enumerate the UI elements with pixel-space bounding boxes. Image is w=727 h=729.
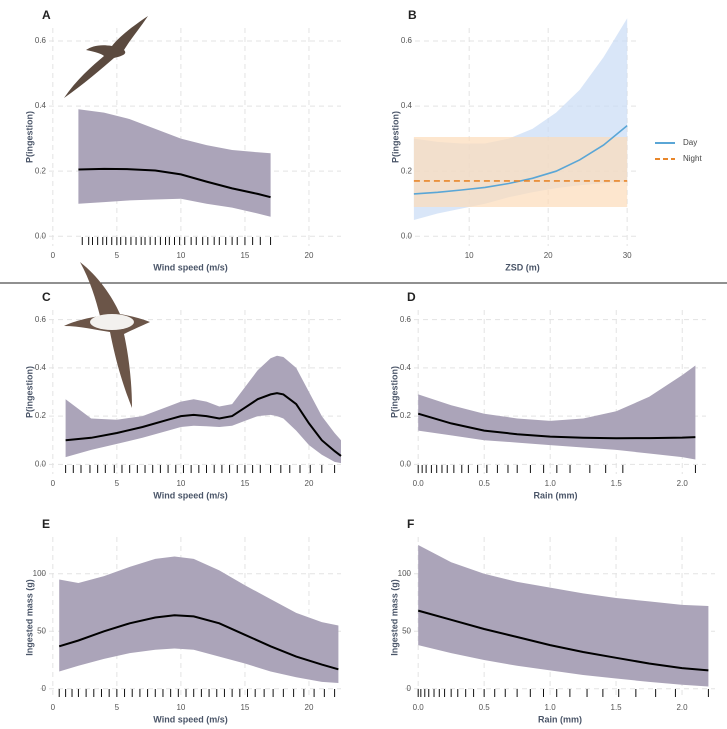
confidence-band [65,355,341,464]
x-tick-label: 2.0 [677,479,689,488]
x-tick-label: 15 [240,251,249,260]
x-tick-label: 0 [51,703,56,712]
y-tick-label: 100 [33,569,47,578]
panel: C 0.0 0.2 0.4 0.6 0 5 10 15 20 Wind speed (m/s) P(i… [24,290,342,500]
bird-illustration-a [64,16,148,98]
panel: F 0 50 100 0.0 0.5 1.0 1.5 2.0 Rain (mm) Ingested … [389,517,715,724]
panel-letter: F [407,517,414,531]
x-tick-label: 20 [544,251,553,260]
fit-line [417,609,709,672]
x-axis-title: ZSD (m) [505,262,540,272]
x-tick-label: 0 [51,479,56,488]
panel-letter: E [42,517,50,531]
x-tick-label: 30 [623,251,632,260]
x-tick-label: 0.0 [413,703,425,712]
x-tick-label: 5 [115,251,120,260]
y-tick-label: 0.2 [35,411,47,420]
x-tick-label: 1.0 [545,703,557,712]
y-axis-title: P(ingestion) [390,111,400,163]
x-tick-label: 15 [240,479,249,488]
panel-letter: B [408,8,417,22]
panel-letter: A [42,8,51,22]
y-tick-label: 0.2 [400,411,412,420]
bird-illustration-c [64,262,150,408]
legend-label: Night [683,154,702,163]
y-tick-label: 0.4 [35,101,47,110]
y-tick-label: 0.0 [401,231,413,240]
x-tick-label: 0.5 [479,703,491,712]
y-tick-label: 0.0 [35,231,47,240]
x-tick-label: 5 [115,479,120,488]
y-tick-label: 0.0 [35,459,47,468]
y-axis-title: Ingested mass (g) [24,579,34,656]
x-tick-label: 10 [176,251,185,260]
x-axis-title: Rain (mm) [538,714,582,724]
x-tick-label: 15 [240,703,249,712]
panel: E 0 50 100 0 5 10 15 20 Wind speed (m/s) Ingested … [24,517,341,724]
fit-line [78,167,271,199]
x-tick-label: 10 [176,703,185,712]
x-axis-title: Wind speed (m/s) [153,714,227,724]
panel-letter: C [42,290,51,304]
x-tick-label: 0.5 [479,479,491,488]
x-tick-label: 10 [465,251,474,260]
y-tick-label: 50 [402,626,411,635]
y-tick-label: 0.6 [35,36,47,45]
fit-line [58,614,339,671]
y-tick-label: 0.4 [401,101,413,110]
y-tick-label: 0.0 [400,459,412,468]
panel: B 0.0 0.2 0.4 0.6 10 20 30 ZSD (m) P(ingestion) Da… [390,8,702,272]
x-tick-label: 20 [305,479,314,488]
confidence-band [418,365,696,460]
y-tick-label: 50 [37,626,46,635]
y-tick-label: 0.4 [35,363,47,372]
x-tick-label: 1.5 [611,479,623,488]
panel: A 0.0 0.2 0.4 0.6 0 5 10 15 20 Wind speed (m/s) P(i… [24,8,341,272]
x-axis-title: Wind speed (m/s) [153,490,227,500]
fit-line [413,124,628,195]
x-tick-label: 0.0 [413,479,425,488]
y-tick-label: 0.6 [400,315,412,324]
y-axis-title: P(ingestion) [24,366,34,418]
x-tick-label: 2.0 [676,703,688,712]
y-axis-title: P(ingestion) [24,111,34,163]
y-tick-label: 0.4 [400,363,412,372]
y-tick-label: 0.2 [401,166,413,175]
x-axis-title: Wind speed (m/s) [153,262,227,272]
confidence-band [59,556,339,683]
y-tick-label: 0.2 [35,166,47,175]
fit-line [417,412,696,440]
panels: A 0.0 0.2 0.4 0.6 0 5 10 15 20 Wind speed (m/s) P(i… [24,8,715,724]
x-tick-label: 1.0 [545,479,557,488]
y-tick-label: 0 [42,684,47,693]
fit-line [65,392,342,457]
y-tick-label: 100 [398,569,412,578]
x-tick-label: 20 [305,703,314,712]
confidence-band [78,109,271,217]
x-axis-title: Rain (mm) [533,490,577,500]
x-tick-label: 10 [176,479,185,488]
y-tick-label: 0.6 [35,315,47,324]
panel: D 0.0 0.2 0.4 0.6 0.0 0.5 1.0 1.5 2.0 Rain (mm) P(i… [389,290,706,500]
x-tick-label: 20 [305,251,314,260]
y-axis-title: P(ingestion) [389,366,399,418]
x-tick-label: 5 [115,703,120,712]
x-tick-label: 1.5 [611,703,623,712]
x-tick-label: 0 [51,251,56,260]
y-tick-label: 0 [407,684,412,693]
confidence-band [418,545,709,687]
y-axis-title: Ingested mass (g) [389,579,399,656]
y-tick-label: 0.6 [401,36,413,45]
legend-label: Day [683,138,697,147]
confidence-band [413,137,628,207]
panel-letter: D [407,290,416,304]
